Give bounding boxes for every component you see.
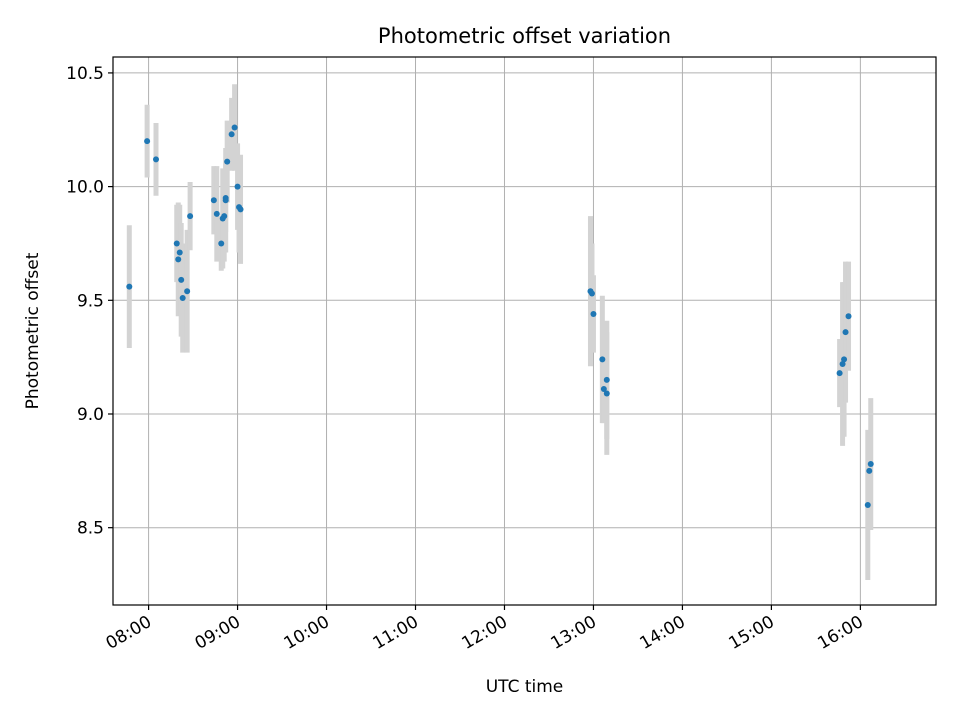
y-tick-label: 8.5 — [77, 519, 104, 539]
plot-area-frame — [112, 56, 937, 606]
data-point — [836, 370, 843, 377]
x-axis-label: UTC time — [486, 677, 564, 697]
data-point — [599, 356, 606, 363]
data-point — [231, 124, 238, 131]
data-point — [126, 283, 133, 290]
y-tick-label: 10.5 — [66, 64, 104, 84]
data-point — [210, 197, 217, 204]
y-tick-label: 9.0 — [77, 405, 104, 425]
data-point — [590, 310, 597, 317]
data-point — [867, 461, 874, 468]
data-point — [841, 356, 848, 363]
data-point — [603, 390, 610, 397]
data-points — [126, 124, 874, 508]
chart-title: Photometric offset variation — [378, 24, 671, 48]
data-point — [175, 256, 182, 263]
data-point — [213, 210, 220, 217]
data-point — [603, 376, 610, 383]
data-point — [237, 206, 244, 213]
y-axis-ticks: 8.5 9.0 9.5 10.0 10.5 — [66, 64, 113, 539]
data-point — [234, 183, 241, 190]
data-point — [600, 385, 607, 392]
data-point — [845, 313, 852, 320]
data-point — [218, 240, 225, 247]
data-point — [178, 276, 185, 283]
data-point — [839, 360, 846, 367]
data-point — [864, 501, 871, 508]
data-point — [144, 138, 151, 145]
data-point — [221, 213, 228, 220]
data-point — [184, 288, 191, 295]
data-point — [153, 156, 160, 163]
data-point — [222, 197, 229, 204]
y-tick-label: 10.0 — [66, 178, 104, 198]
data-point — [176, 249, 183, 256]
data-point — [173, 240, 180, 247]
data-point — [179, 295, 186, 302]
data-point — [187, 213, 194, 220]
data-point — [588, 290, 595, 297]
grid — [113, 57, 936, 605]
data-point — [842, 329, 849, 336]
y-axis-label: Photometric offset — [23, 252, 43, 409]
data-point — [224, 158, 231, 165]
data-point — [228, 131, 235, 138]
data-point — [866, 467, 873, 474]
y-tick-label: 9.5 — [77, 291, 104, 311]
